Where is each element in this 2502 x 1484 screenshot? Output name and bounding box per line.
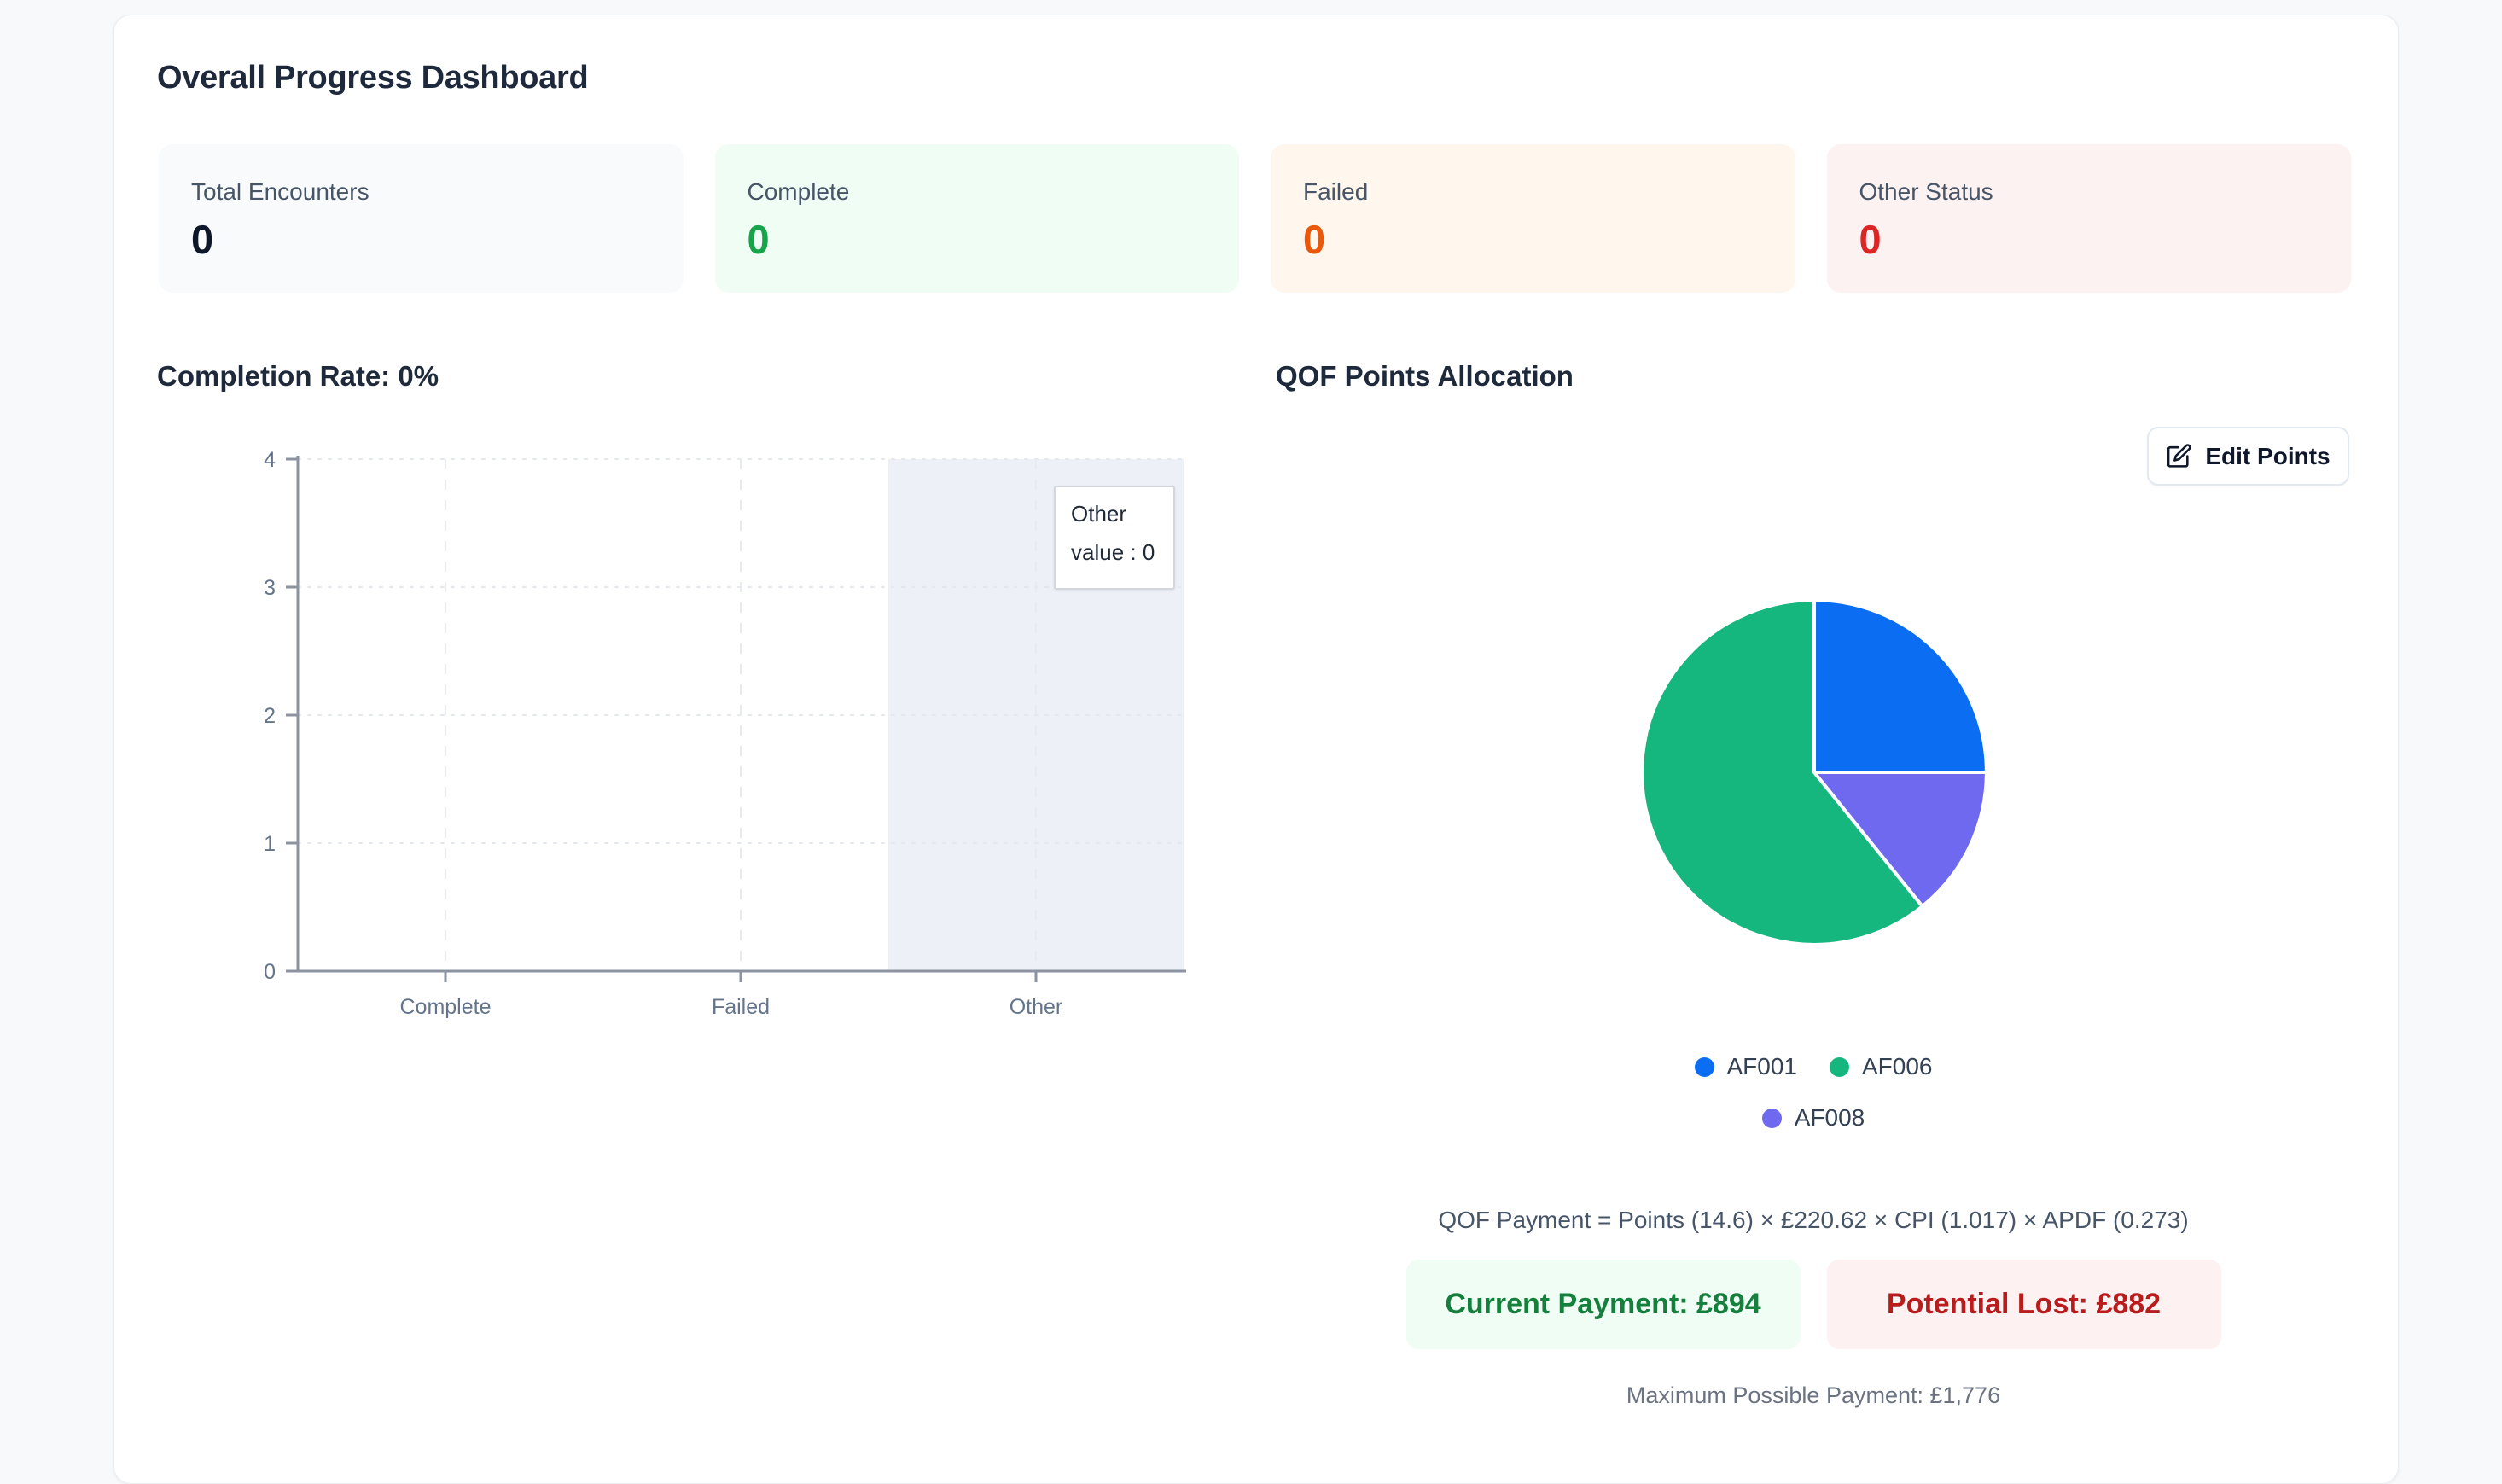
max-payment-text: Maximum Possible Payment: £1,776 [1626,1382,2001,1408]
pie-slice-af006[interactable] [1640,598,1924,946]
stat-value: 0 [1303,217,1326,262]
edit-points-label: Edit Points [2205,442,2330,469]
stat-label: Other Status [1859,178,1993,205]
y-tick-label: 1 [264,832,276,856]
stat-card-complete: Complete 0 [714,144,1239,293]
stat-label: Failed [1303,178,1369,205]
y-tick-label: 4 [264,448,276,472]
stat-label: Complete [747,178,850,205]
pie-slice-af001[interactable] [1812,598,1988,775]
stat-value: 0 [1859,217,1882,262]
chart-tooltip: Other value : 0 [1054,486,1175,590]
qof-payment-formula: QOF Payment = Points (14.6) × £220.62 × … [1438,1207,2189,1233]
stats-row: Total Encounters 0 Complete 0 Failed 0 Other S… [159,144,2351,293]
legend-row: AF008 [1761,1104,1865,1132]
stat-value: 0 [191,217,214,262]
qof-points-heading: QOF Points Allocation [1276,360,1574,392]
legend-label: AF001 [1726,1053,1798,1080]
legend-row: AF001 AF006 [1694,1053,1933,1080]
tooltip-title: Other [1071,501,1127,527]
stat-value: 0 [747,217,770,262]
page-title: Overall Progress Dashboard [157,60,589,96]
pencil-square-icon [2166,443,2192,469]
legend-swatch [1694,1056,1714,1077]
payment-summary-row: Current Payment: £894 Potential Lost: £8… [1276,1260,2351,1349]
y-tick-label: 3 [264,576,276,600]
legend-label: AF006 [1862,1053,1933,1080]
completion-bar-chart[interactable]: 0 1 2 3 4 Complete Failed Other Other value : 0 [157,445,1232,1042]
tooltip-value: value : 0 [1071,539,1155,565]
pie-slice-af008[interactable] [1812,770,1988,909]
edit-points-button[interactable]: Edit Points [2147,427,2349,486]
current-payment-box: Current Payment: £894 [1405,1260,1801,1349]
x-tick-label: Failed [712,995,770,1019]
legend-swatch [1761,1108,1782,1128]
legend-item-af001[interactable]: AF001 [1694,1053,1798,1080]
legend-label: AF008 [1794,1104,1865,1131]
stat-card-failed: Failed 0 [1271,144,1795,293]
legend-item-af006[interactable]: AF006 [1830,1053,1933,1080]
stat-label: Total Encounters [191,178,369,205]
legend-item-af008[interactable]: AF008 [1761,1104,1865,1132]
dashboard-card: Overall Progress Dashboard Total Encount… [113,15,2399,1484]
pie-legend: AF001 AF006 AF008 [1276,1053,2351,1132]
x-tick-label: Complete [400,995,492,1019]
y-tick-label: 0 [264,960,276,984]
potential-lost-box: Potential Lost: £882 [1826,1260,2221,1349]
completion-rate-heading: Completion Rate: 0% [157,360,439,392]
legend-swatch [1830,1056,1849,1077]
x-tick-label: Other [1010,995,1063,1019]
y-tick-label: 2 [264,704,276,728]
stat-card-other-status: Other Status 0 [1826,144,2351,293]
pie-chart-svg[interactable] [1633,591,1995,953]
stat-card-total-encounters: Total Encounters 0 [159,144,684,293]
